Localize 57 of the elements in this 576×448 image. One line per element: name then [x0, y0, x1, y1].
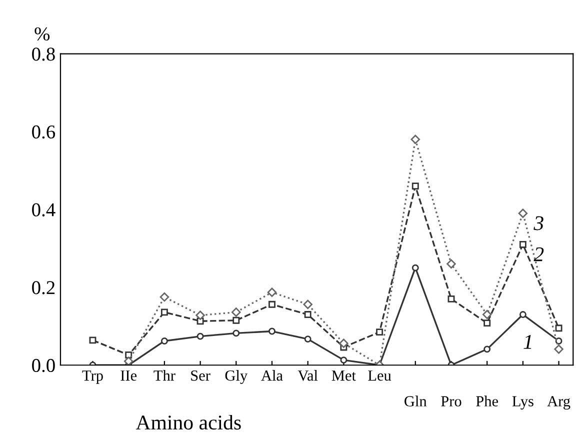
point	[304, 336, 312, 343]
x-tick-label: Gln	[404, 396, 427, 406]
point	[232, 330, 240, 337]
x-axis-title: Amino acids	[136, 414, 241, 430]
series-label: 1	[524, 334, 532, 349]
point	[554, 344, 564, 354]
x-tick-label: Met	[332, 370, 356, 381]
x-tick-label: Arg	[547, 396, 570, 410]
x-tick-label: Pro	[441, 396, 462, 406]
point	[268, 328, 276, 335]
point	[232, 316, 240, 324]
point	[482, 310, 492, 320]
point	[446, 259, 456, 269]
point	[160, 292, 170, 302]
x-tick-label: Phe	[476, 396, 498, 406]
y-tick-label: 0.4	[32, 203, 56, 216]
point	[340, 356, 348, 364]
x-tick-label: IIe	[120, 370, 137, 381]
point	[555, 338, 562, 344]
x-tick-label: Leu	[368, 370, 392, 381]
y-tick-label: 0.8	[32, 48, 55, 61]
point	[339, 338, 348, 348]
point	[267, 288, 277, 297]
y-tick-label: 0.0	[32, 358, 55, 372]
series-label: 2	[534, 247, 544, 262]
series-label: 3	[534, 216, 544, 230]
point	[89, 336, 96, 344]
point	[160, 308, 168, 316]
x-tick-label: Thr	[154, 370, 176, 381]
point	[484, 320, 491, 327]
point	[268, 300, 276, 308]
point	[484, 346, 491, 353]
point	[410, 134, 420, 144]
y-tick-label: 0.6	[32, 125, 56, 139]
point	[232, 308, 241, 317]
x-tick-label: Trp	[82, 370, 103, 384]
x-tick-label: Val	[298, 370, 318, 381]
x-tick-label: Ser	[191, 370, 210, 381]
y-tick-label: 0.2	[32, 281, 55, 294]
point	[518, 208, 528, 218]
point	[412, 264, 419, 272]
point	[160, 338, 168, 344]
x-tick-label: Lys	[512, 396, 534, 410]
point	[304, 311, 312, 318]
point	[196, 310, 205, 320]
point	[555, 324, 562, 332]
x-tick-label: Ala	[261, 370, 283, 381]
point	[303, 300, 312, 310]
point	[376, 328, 384, 336]
point	[519, 240, 526, 248]
point	[124, 356, 134, 366]
point	[196, 332, 204, 340]
y-axis-title: %	[34, 27, 50, 41]
point	[519, 311, 526, 318]
point	[448, 295, 455, 302]
point	[412, 182, 419, 190]
x-tick-label: Gly	[225, 370, 248, 384]
